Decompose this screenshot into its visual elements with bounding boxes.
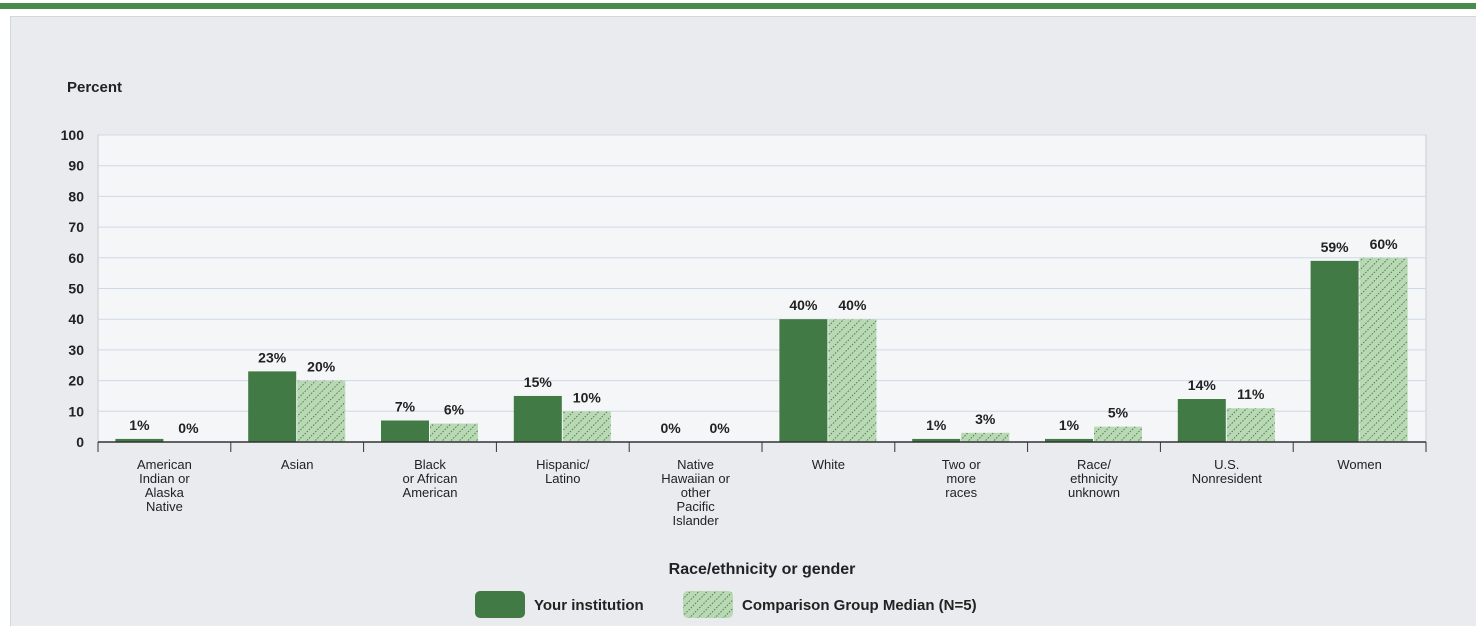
bar-institution (115, 438, 164, 442)
data-label: 0% (178, 420, 199, 436)
y-tick-label: 90 (68, 158, 84, 174)
category-label: Race/ethnicity unknown (1068, 457, 1120, 500)
top-accent-bar (0, 3, 1476, 9)
legend-swatch-institution (475, 591, 525, 618)
data-label: 1% (1059, 417, 1080, 433)
bar-comparison (1226, 408, 1275, 442)
data-label: 59% (1321, 239, 1350, 255)
y-axis-title: Percent (67, 79, 122, 96)
data-label: 0% (660, 420, 681, 436)
bar-institution (912, 438, 961, 442)
y-tick-label: 50 (68, 281, 84, 297)
bar-comparison (828, 319, 877, 442)
y-tick-label: 100 (61, 127, 85, 143)
x-axis-title: Race/ethnicity or gender (669, 561, 856, 578)
bar-comparison (1359, 257, 1408, 442)
data-label: 0% (709, 420, 730, 436)
bar-comparison (1094, 426, 1142, 442)
bar-comparison (961, 432, 1010, 442)
legend: Your institution Comparison Group Median … (475, 591, 977, 618)
gridlines (98, 134, 1426, 412)
data-label: 1% (926, 417, 947, 433)
category-label: White (812, 457, 845, 472)
bar-comparison (562, 411, 611, 442)
x-axis (97, 441, 1427, 452)
bars (115, 257, 1408, 442)
bar-institution (513, 395, 562, 442)
data-label: 5% (1108, 405, 1129, 421)
category-label: Asian (281, 457, 314, 472)
bar-institution (248, 371, 297, 442)
category-label: Two or more races (942, 457, 982, 500)
data-label: 15% (524, 374, 553, 390)
y-axis-ticks: 0 10 20 30 40 50 60 70 80 90 100 (61, 127, 85, 450)
data-label: 20% (307, 359, 336, 375)
data-label: 40% (789, 297, 818, 313)
category-label: U.S. Nonresident (1192, 457, 1262, 486)
legend-swatch-comparison (683, 591, 733, 618)
y-tick-label: 0 (76, 434, 84, 450)
data-label: 40% (838, 297, 867, 313)
data-label: 14% (1188, 377, 1217, 393)
y-tick-label: 80 (68, 188, 84, 204)
y-tick-label: 20 (68, 373, 84, 389)
category-label: Women (1337, 457, 1382, 472)
data-labels: 1% 23% 7% 15% 0% 40% 1% 1% 14% 59% 0% 20% 6% 10% 0% 40%… (129, 236, 1398, 436)
data-label: 11% (1237, 386, 1265, 402)
y-tick-label: 40 (68, 311, 84, 327)
data-label: 1% (129, 417, 150, 433)
bar-institution (381, 420, 429, 442)
category-label: Black or African American (403, 457, 458, 500)
y-tick-label: 10 (68, 403, 84, 419)
bar-institution (779, 319, 828, 442)
bar-comparison (297, 380, 346, 442)
y-tick-label: 30 (68, 342, 84, 358)
y-tick-label: 70 (68, 219, 84, 235)
data-label: 60% (1370, 236, 1399, 252)
data-label: 10% (573, 389, 602, 405)
bar-institution (1177, 399, 1226, 442)
legend-label-comparison: Comparison Group Median (N=5) (742, 597, 977, 614)
data-label: 3% (975, 411, 996, 427)
y-tick-label: 60 (68, 250, 84, 266)
bar-institution (1045, 438, 1093, 442)
bar-institution (1310, 260, 1359, 442)
category-label: Hispanic/Latino (536, 457, 590, 486)
data-label: 6% (444, 402, 465, 418)
category-labels: American Indian or Alaska Native Asian Black o… (137, 457, 1382, 528)
category-label: American Indian or Alaska Native (137, 457, 192, 514)
legend-label-institution: Your institution (534, 597, 644, 614)
data-label: 7% (395, 399, 416, 415)
category-label: Native Hawaiian or other Pacific Islander (661, 457, 730, 528)
bar-comparison (430, 423, 478, 442)
data-label: 23% (258, 349, 287, 365)
